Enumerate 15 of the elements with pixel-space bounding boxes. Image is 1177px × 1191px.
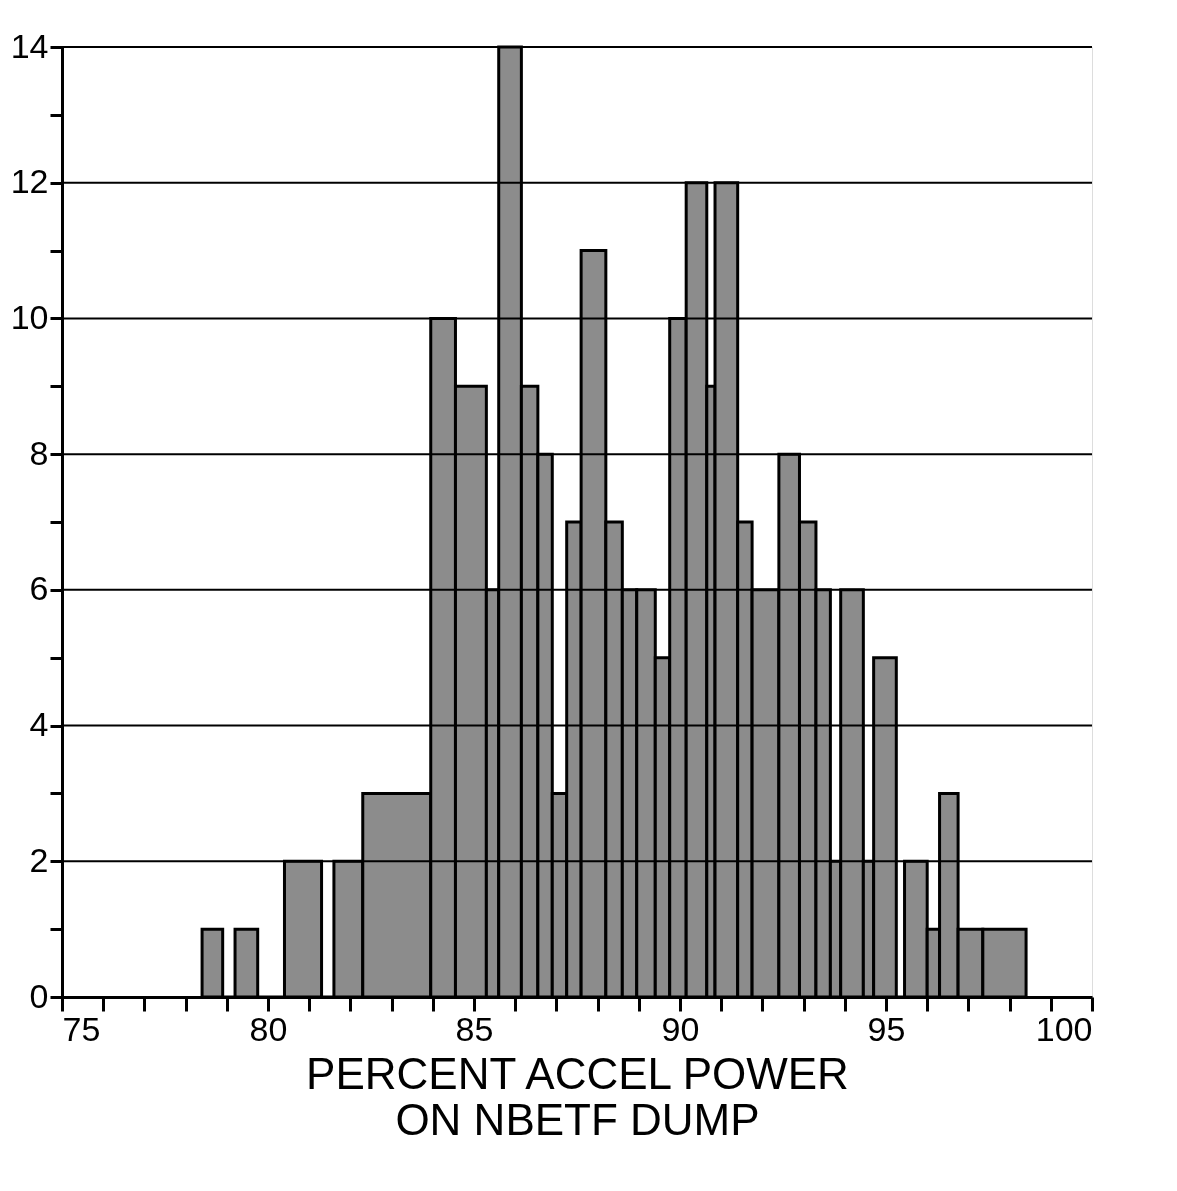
y-tick-label: 0 (29, 976, 49, 1015)
x-tick-label: 100 (1035, 1009, 1093, 1048)
x-tick-label: 85 (455, 1009, 494, 1048)
y-tick-label: 2 (29, 840, 49, 879)
y-tick-label: 8 (29, 433, 49, 472)
y-tick-label: 4 (29, 705, 49, 744)
y-tick-label: 6 (29, 569, 49, 608)
x-axis-title: PERCENT ACCEL POWER ON NBETF DUMP (306, 1048, 849, 1144)
y-tick-label: 14 (10, 26, 49, 65)
x-tick-label: 75 (62, 1009, 101, 1048)
y-tick-label: 12 (10, 162, 49, 201)
x-tick-label: 95 (867, 1009, 906, 1048)
x-tick-label: 80 (249, 1009, 288, 1048)
x-tick-label: 90 (661, 1009, 700, 1048)
y-tick-label: 10 (10, 297, 49, 336)
